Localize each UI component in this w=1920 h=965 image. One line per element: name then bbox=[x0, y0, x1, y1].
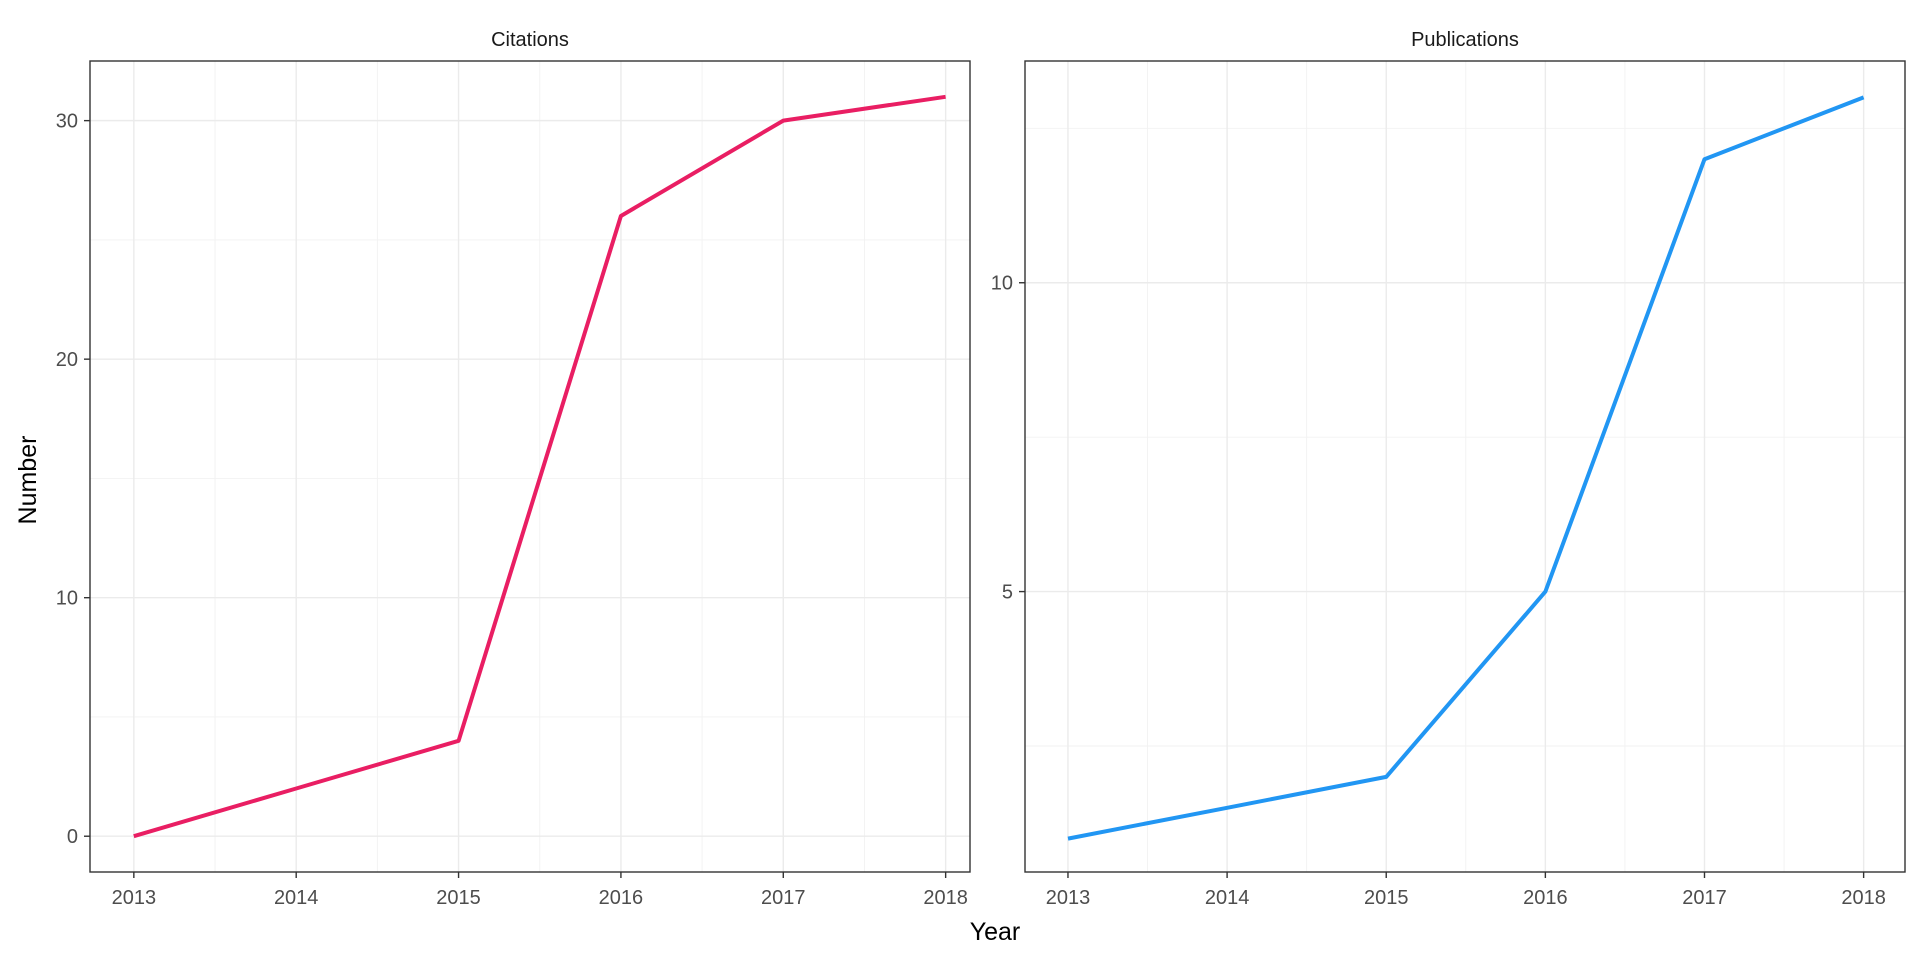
panel-title-citations: Citations bbox=[491, 29, 569, 51]
x-tick-label: 2016 bbox=[1523, 887, 1568, 909]
y-tick-label: 20 bbox=[56, 349, 78, 371]
x-tick-label: 2014 bbox=[274, 887, 319, 909]
panel-citations: Citations 2013 2014 2015 2016 2017 2018 0 10 20 30 bbox=[56, 29, 971, 909]
panel-title-publications: Publications bbox=[1411, 29, 1519, 51]
x-tick-label: 2017 bbox=[761, 887, 806, 909]
y-tick-label: 30 bbox=[56, 111, 78, 133]
x-tick-label: 2015 bbox=[436, 887, 481, 909]
y-axis-title: Number bbox=[14, 436, 42, 525]
y-tick-label: 10 bbox=[56, 588, 78, 610]
panel-border-citations bbox=[89, 60, 971, 873]
panel-border-publications bbox=[1024, 60, 1906, 873]
x-tick-label: 2018 bbox=[1841, 887, 1886, 909]
x-tick-label: 2014 bbox=[1205, 887, 1250, 909]
y-tick-label: 5 bbox=[1002, 582, 1013, 604]
panel-publications: Publications 2013 2014 2015 2016 2017 2018 5 10 bbox=[991, 29, 1906, 909]
x-tick-label: 2015 bbox=[1364, 887, 1409, 909]
x-tick-label: 2018 bbox=[923, 887, 968, 909]
series-line-publications bbox=[1067, 95, 1865, 841]
x-tick-label: 2017 bbox=[1682, 887, 1727, 909]
x-tick-label: 2013 bbox=[1046, 887, 1091, 909]
series-line-citations bbox=[133, 94, 946, 839]
y-tick-label: 0 bbox=[67, 826, 78, 848]
x-tick-label: 2016 bbox=[599, 887, 644, 909]
y-tick-label: 10 bbox=[991, 273, 1013, 295]
x-axis-title: Year bbox=[970, 918, 1021, 946]
x-tick-label: 2013 bbox=[112, 887, 157, 909]
